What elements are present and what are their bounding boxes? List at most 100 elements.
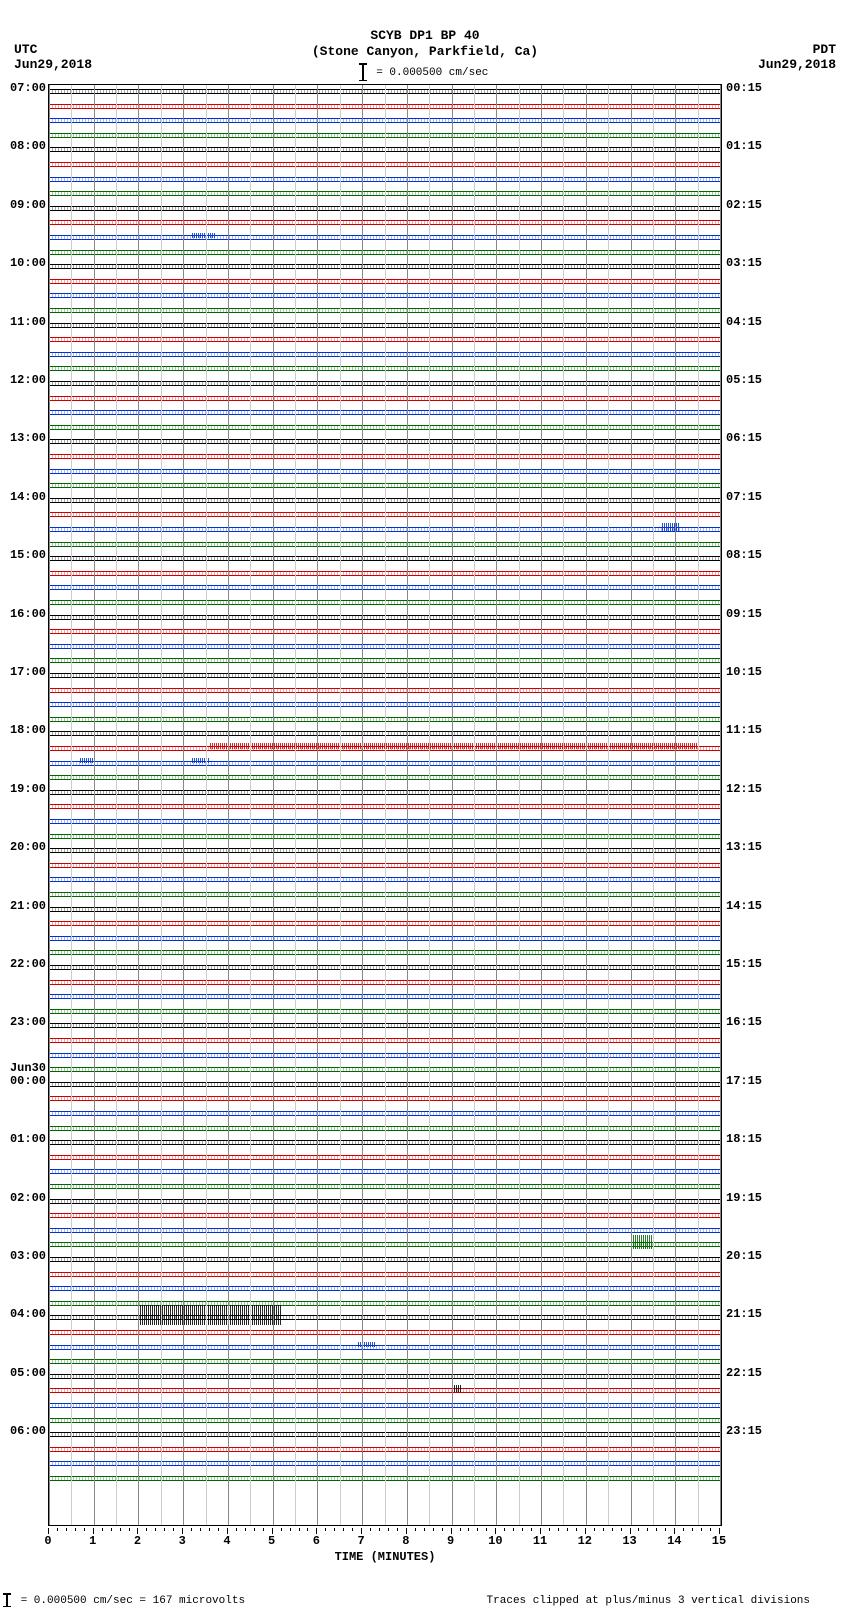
gridline: [273, 85, 274, 1525]
x-tick-minor: [379, 1528, 380, 1531]
x-tick-label: 9: [447, 1534, 454, 1548]
x-tick-minor: [146, 1528, 147, 1531]
left-hour-label: 02:00: [10, 1191, 46, 1205]
x-tick-label: 14: [667, 1534, 681, 1548]
x-tick-minor: [424, 1528, 425, 1531]
x-tick-minor: [343, 1528, 344, 1531]
right-hour-label: 04:15: [726, 315, 762, 329]
x-tick-minor: [325, 1528, 326, 1531]
gridline: [206, 85, 207, 1525]
x-tick-minor: [164, 1528, 165, 1531]
x-tick-minor: [218, 1528, 219, 1531]
x-tick-minor: [522, 1528, 523, 1531]
gridline: [608, 85, 609, 1525]
x-tick-label: 3: [179, 1534, 186, 1548]
scale-text: = 0.000500 cm/sec: [376, 67, 488, 79]
x-tick-minor: [75, 1528, 76, 1531]
left-hour-label: 12:00: [10, 373, 46, 387]
gridline: [474, 85, 475, 1525]
gridline: [563, 85, 564, 1525]
station-line: SCYB DP1 BP 40: [0, 28, 850, 44]
x-tick-minor: [460, 1528, 461, 1531]
x-tick-minor: [701, 1528, 702, 1531]
x-tick-minor: [567, 1528, 568, 1531]
x-tick-minor: [612, 1528, 613, 1531]
title-block: SCYB DP1 BP 40 (Stone Canyon, Parkfield,…: [0, 28, 850, 59]
x-tick-label: 13: [622, 1534, 636, 1548]
left-hour-label: 11:00: [10, 315, 46, 329]
gridline: [385, 85, 386, 1525]
x-tick-minor: [647, 1528, 648, 1531]
seismic-event: [192, 758, 210, 763]
tz-right-date: Jun29,2018: [758, 57, 836, 72]
footer-left: = 0.000500 cm/sec = 167 microvolts: [6, 1594, 245, 1607]
x-tick-minor: [692, 1528, 693, 1531]
x-tick-minor: [155, 1528, 156, 1531]
x-tick-minor: [594, 1528, 595, 1531]
scale-bar-icon: [362, 64, 364, 80]
gridline: [161, 85, 162, 1525]
right-hour-label: 07:15: [726, 490, 762, 504]
x-tick-label: 7: [358, 1534, 365, 1548]
right-hour-label: 05:15: [726, 373, 762, 387]
gridline: [250, 85, 251, 1525]
x-tick-label: 6: [313, 1534, 320, 1548]
gridline: [519, 85, 520, 1525]
gridline: [631, 85, 632, 1525]
x-tick-label: 2: [134, 1534, 141, 1548]
x-tick-minor: [388, 1528, 389, 1531]
seismic-event: [192, 233, 214, 238]
right-hour-label: 21:15: [726, 1307, 762, 1321]
left-hour-label: 21:00: [10, 899, 46, 913]
left-hour-label: 23:00: [10, 1015, 46, 1029]
right-hour-label: 10:15: [726, 665, 762, 679]
x-tick-minor: [299, 1528, 300, 1531]
seismogram-page: SCYB DP1 BP 40 (Stone Canyon, Parkfield,…: [0, 0, 850, 1613]
right-hour-label: 15:15: [726, 957, 762, 971]
x-tick-label: 4: [223, 1534, 230, 1548]
footer-left-text: = 0.000500 cm/sec = 167 microvolts: [21, 1595, 245, 1607]
left-hour-label: 20:00: [10, 840, 46, 854]
gridline: [71, 85, 72, 1525]
left-hour-label: 14:00: [10, 490, 46, 504]
right-hour-label: 17:15: [726, 1074, 762, 1088]
x-tick-minor: [603, 1528, 604, 1531]
tz-left-date: Jun29,2018: [14, 57, 92, 72]
x-tick-minor: [504, 1528, 505, 1531]
x-tick-minor: [576, 1528, 577, 1531]
right-hour-label: 08:15: [726, 548, 762, 562]
gridline: [653, 85, 654, 1525]
footer-right: Traces clipped at plus/minus 3 vertical …: [487, 1595, 810, 1607]
x-tick-minor: [129, 1528, 130, 1531]
gridline: [586, 85, 587, 1525]
gridline: [138, 85, 139, 1525]
gridline: [340, 85, 341, 1525]
x-tick-minor: [352, 1528, 353, 1531]
x-tick-minor: [477, 1528, 478, 1531]
left-hour-label: 03:00: [10, 1249, 46, 1263]
gridline: [317, 85, 318, 1525]
tz-right-label: PDT: [758, 42, 836, 57]
x-tick-minor: [334, 1528, 335, 1531]
x-tick-minor: [57, 1528, 58, 1531]
right-hour-label: 03:15: [726, 256, 762, 270]
gridline: [49, 85, 50, 1525]
right-hour-label: 06:15: [726, 431, 762, 445]
x-tick-label: 8: [402, 1534, 409, 1548]
gridline: [720, 85, 721, 1525]
x-tick-minor: [120, 1528, 121, 1531]
right-hour-label: 13:15: [726, 840, 762, 854]
location-line: (Stone Canyon, Parkfield, Ca): [0, 44, 850, 60]
x-tick-minor: [415, 1528, 416, 1531]
x-tick-minor: [683, 1528, 684, 1531]
left-hour-label: 15:00: [10, 548, 46, 562]
gridline: [429, 85, 430, 1525]
x-tick-minor: [656, 1528, 657, 1531]
gridline: [452, 85, 453, 1525]
gridline: [496, 85, 497, 1525]
x-tick-minor: [102, 1528, 103, 1531]
x-tick-minor: [290, 1528, 291, 1531]
scale-bar-icon: [6, 1594, 8, 1606]
gridline: [295, 85, 296, 1525]
x-tick-label: 1: [89, 1534, 96, 1548]
